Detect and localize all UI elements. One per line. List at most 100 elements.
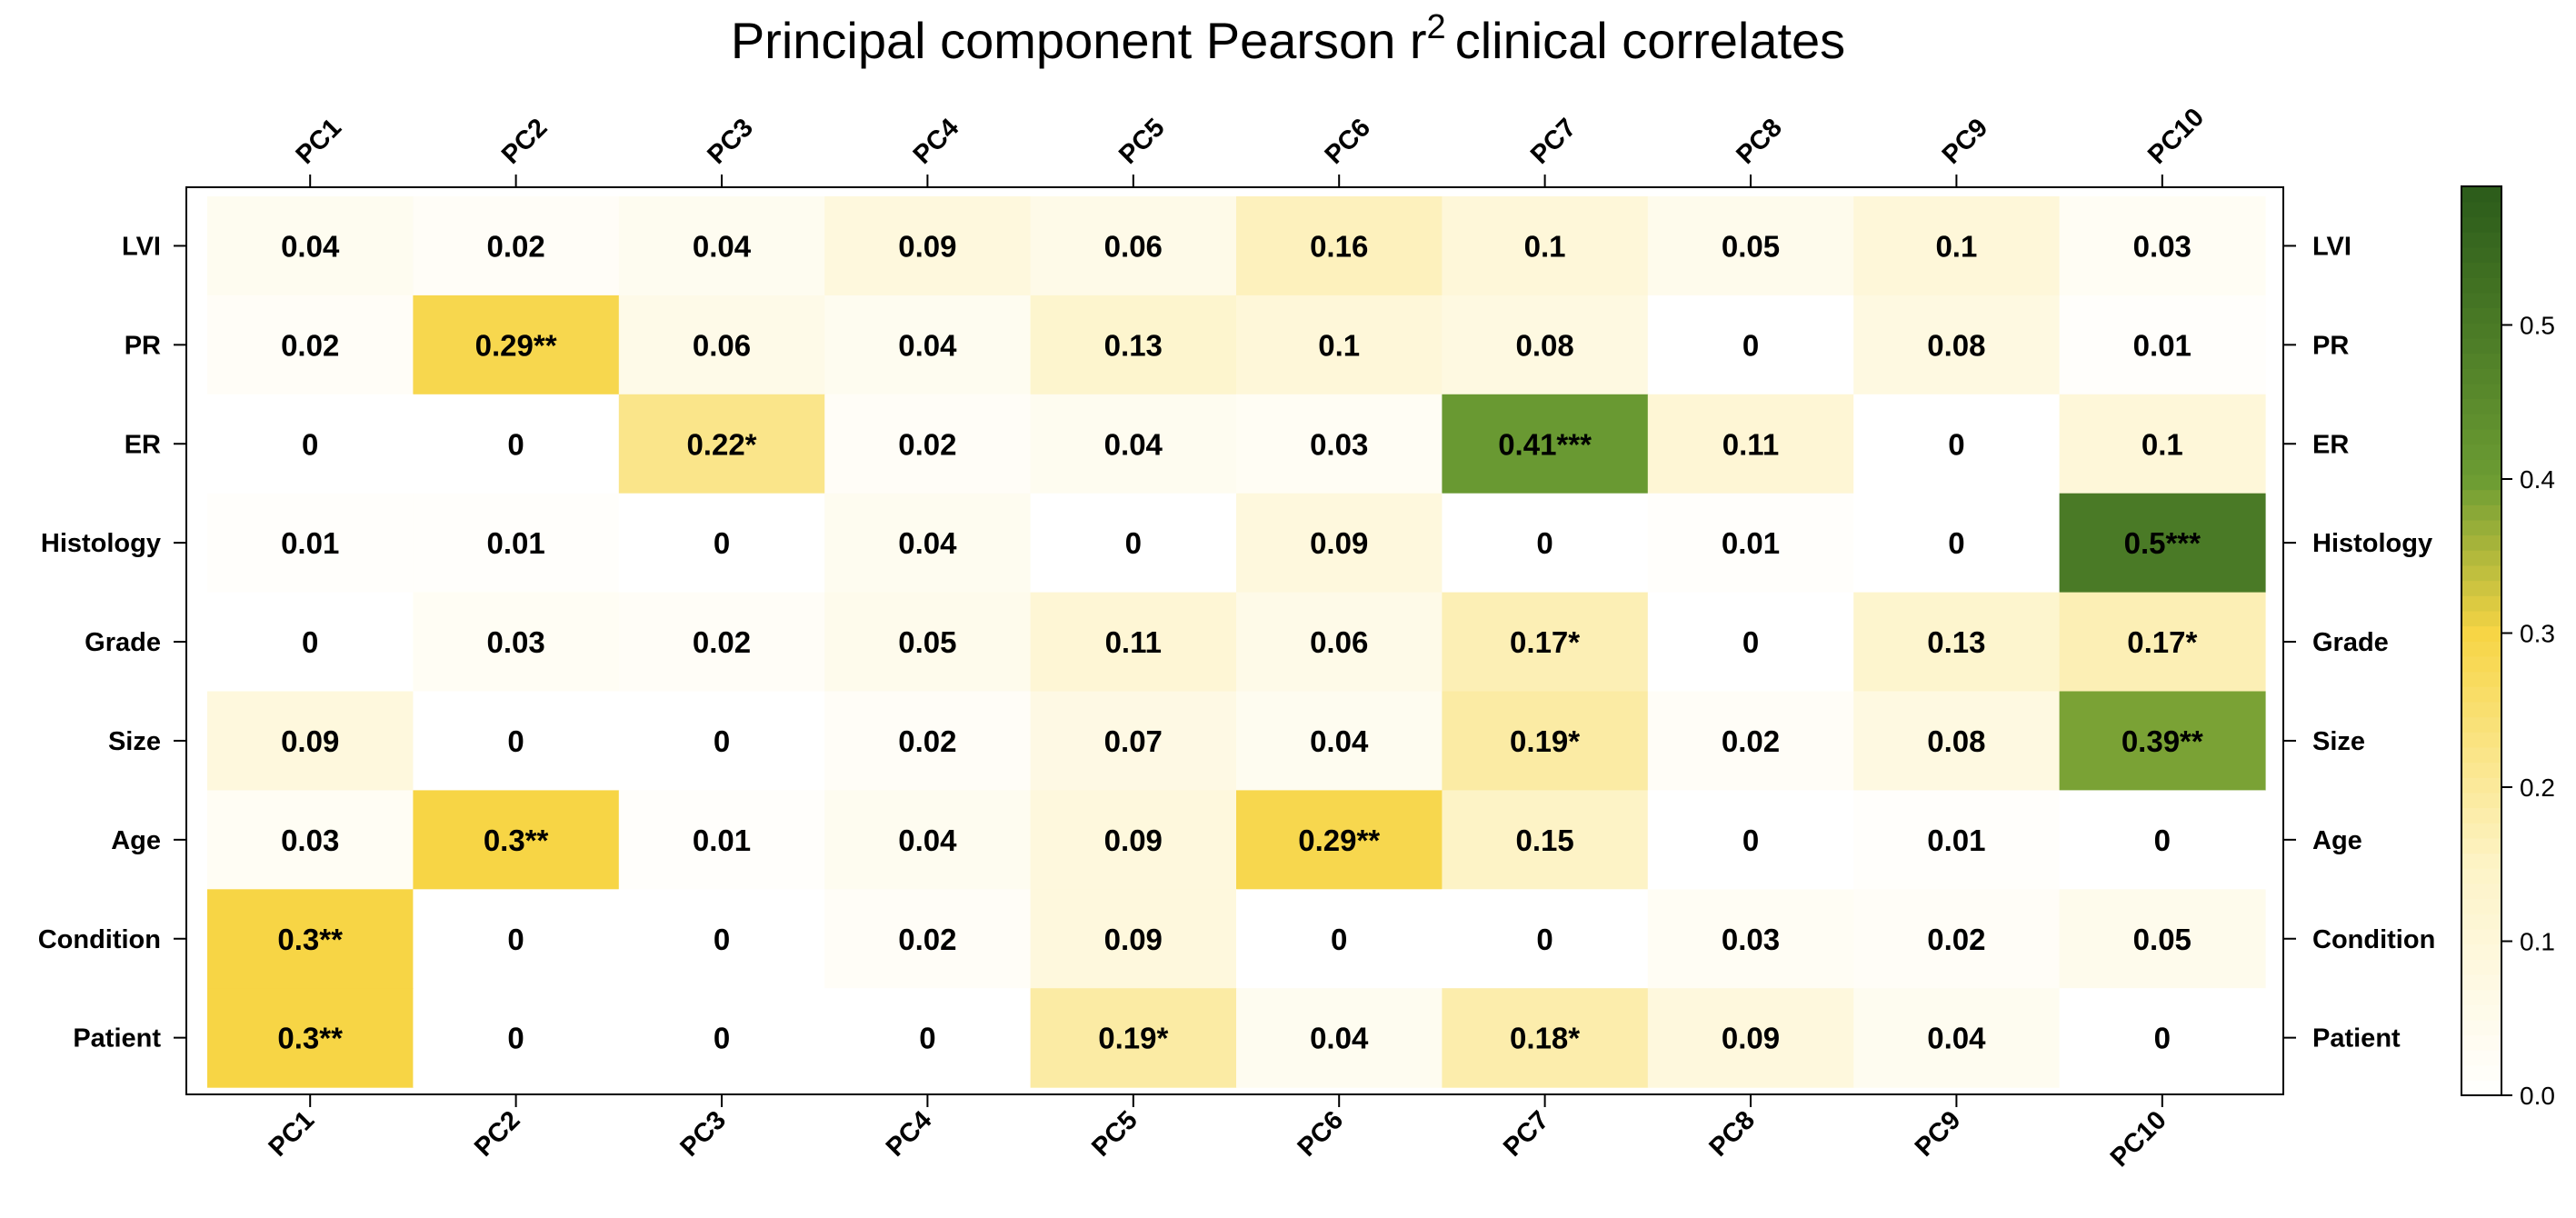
heatmap-cell-histology-pc4 xyxy=(824,493,1032,594)
heatmap-cell-er-pc5 xyxy=(1030,394,1237,494)
heatmap-cell-lvi-pc4 xyxy=(824,196,1032,296)
heatmap-cell-lvi-pc9 xyxy=(1853,196,2061,296)
colorbar-band xyxy=(2461,868,2501,884)
cell-label-size-pc2: 0 xyxy=(507,724,524,758)
cell-label-histology-pc9: 0 xyxy=(1948,526,1964,560)
cell-label-condition-pc6: 0 xyxy=(1331,923,1347,956)
heatmap-cells xyxy=(207,196,2266,1088)
colorbar-band xyxy=(2461,610,2501,627)
cell-label-lvi-pc2: 0.02 xyxy=(486,229,544,263)
heatmap-cell-patient-pc8 xyxy=(1647,988,1854,1088)
heatmap-cell-condition-pc2 xyxy=(413,889,620,989)
y-tick-label-left-age: Age xyxy=(111,826,161,855)
heatmap-cell-er-pc6 xyxy=(1236,394,1443,494)
colorbar-band xyxy=(2461,504,2501,521)
cell-label-er-pc1: 0 xyxy=(302,427,318,461)
heatmap-cell-size-pc4 xyxy=(824,691,1032,791)
cell-label-patient-pc10: 0 xyxy=(2154,1022,2171,1055)
cell-label-er-pc2: 0 xyxy=(507,427,524,461)
colorbar-band xyxy=(2461,428,2501,445)
heatmap-cell-grade-pc1 xyxy=(207,592,414,693)
heatmap-cell-er-pc4 xyxy=(824,394,1032,494)
y-tick-label-left-patient: Patient xyxy=(73,1024,161,1053)
colorbar-band xyxy=(2461,519,2501,536)
colorbar-band xyxy=(2461,277,2501,294)
colorbar-band xyxy=(2461,701,2501,718)
cell-label-pr-pc8: 0 xyxy=(1742,328,1759,362)
x-tick-label-top-pc7: PC7 xyxy=(1525,113,1583,170)
heatmap-cell-size-pc6 xyxy=(1236,691,1443,791)
colorbar-band xyxy=(2461,959,2501,975)
colorbar-band xyxy=(2461,928,2501,945)
cell-label-size-pc1: 0.09 xyxy=(281,724,339,758)
colorbar-band xyxy=(2461,368,2501,384)
cell-label-grade-pc5: 0.11 xyxy=(1105,625,1162,659)
heatmap-cell-age-pc4 xyxy=(824,790,1032,890)
cell-label-condition-pc3: 0 xyxy=(714,923,730,956)
cell-label-patient-pc1: 0.3** xyxy=(277,1022,343,1055)
heatmap-cell-grade-pc3 xyxy=(618,592,825,693)
cell-label-grade-pc3: 0.02 xyxy=(693,625,751,659)
cell-label-pr-pc4: 0.04 xyxy=(898,328,957,362)
heatmap-cell-pr-pc1 xyxy=(207,295,414,395)
heatmap-cell-er-pc1 xyxy=(207,394,414,494)
cell-label-patient-pc8: 0.09 xyxy=(1722,1022,1780,1055)
colorbar-band xyxy=(2461,1019,2501,1036)
cell-label-histology-pc5: 0 xyxy=(1125,526,1142,560)
colorbar-band xyxy=(2461,414,2501,430)
heatmap-cell-er-pc7 xyxy=(1442,394,1649,494)
cell-label-grade-pc10: 0.17* xyxy=(2127,625,2197,659)
heatmap-cell-size-pc9 xyxy=(1853,691,2061,791)
x-tick-label-bottom-pc10: PC10 xyxy=(2105,1105,2172,1173)
colorbar-band xyxy=(2461,1050,2501,1066)
heatmap-cell-condition-pc9 xyxy=(1853,889,2061,989)
heatmap-cell-histology-pc8 xyxy=(1647,493,1854,594)
heatmap-cell-lvi-pc1 xyxy=(207,196,414,296)
colorbar-band xyxy=(2461,914,2501,930)
y-tick-label-right-lvi: LVI xyxy=(2312,232,2351,261)
colorbar-band xyxy=(2461,580,2501,596)
cell-label-er-pc7: 0.41*** xyxy=(1498,427,1592,461)
cell-label-age-pc7: 0.15 xyxy=(1515,824,1573,857)
colorbar-tick-label: 0.4 xyxy=(2520,465,2555,494)
y-tick-label-left-size: Size xyxy=(108,727,161,756)
cell-label-age-pc6: 0.29** xyxy=(1298,824,1380,857)
cell-label-er-pc6: 0.03 xyxy=(1310,427,1368,461)
cell-label-condition-pc1: 0.3** xyxy=(277,923,343,956)
chart-title-main: Principal component Pearson r xyxy=(731,12,1427,69)
cell-label-pr-pc3: 0.06 xyxy=(693,328,751,362)
cell-label-histology-pc2: 0.01 xyxy=(486,526,544,560)
colorbar-band xyxy=(2461,671,2501,687)
heatmap-cell-age-pc3 xyxy=(618,790,825,890)
heatmap-cell-pr-pc9 xyxy=(1853,295,2061,395)
heatmap-cell-pr-pc4 xyxy=(824,295,1032,395)
heatmap-cell-pr-pc8 xyxy=(1647,295,1854,395)
cell-label-er-pc4: 0.02 xyxy=(898,427,956,461)
cell-label-age-pc10: 0 xyxy=(2154,824,2171,857)
cell-label-patient-pc9: 0.04 xyxy=(1927,1022,1986,1055)
y-tick-label-right-histology: Histology xyxy=(2312,529,2432,558)
colorbar-band xyxy=(2461,807,2501,824)
colorbar-band xyxy=(2461,292,2501,309)
cell-label-condition-pc4: 0.02 xyxy=(898,923,956,956)
x-tick-label-top-pc5: PC5 xyxy=(1113,113,1171,170)
heatmap-cell-size-pc10 xyxy=(2059,691,2266,791)
heatmap-cell-size-pc2 xyxy=(413,691,620,791)
cell-label-grade-pc9: 0.13 xyxy=(1927,625,1985,659)
colorbar-band xyxy=(2461,1034,2501,1051)
heatmap-cell-pr-pc7 xyxy=(1442,295,1649,395)
cell-label-histology-pc8: 0.01 xyxy=(1722,526,1780,560)
colorbar-band xyxy=(2461,246,2501,264)
heatmap-cell-age-pc5 xyxy=(1030,790,1237,890)
heatmap-cell-grade-pc9 xyxy=(1853,592,2061,693)
y-tick-label-left-er: ER xyxy=(125,430,161,459)
heatmap-cell-size-pc7 xyxy=(1442,691,1649,791)
heatmap-cell-er-pc3 xyxy=(618,394,825,494)
colorbar-band xyxy=(2461,837,2501,854)
y-tick-label-right-grade: Grade xyxy=(2312,628,2389,657)
colorbar-band xyxy=(2461,746,2501,764)
heatmap-cell-patient-pc10 xyxy=(2059,988,2266,1088)
colorbar-band xyxy=(2461,655,2501,673)
heatmap-cell-patient-pc3 xyxy=(618,988,825,1088)
heatmap-cell-condition-pc3 xyxy=(618,889,825,989)
